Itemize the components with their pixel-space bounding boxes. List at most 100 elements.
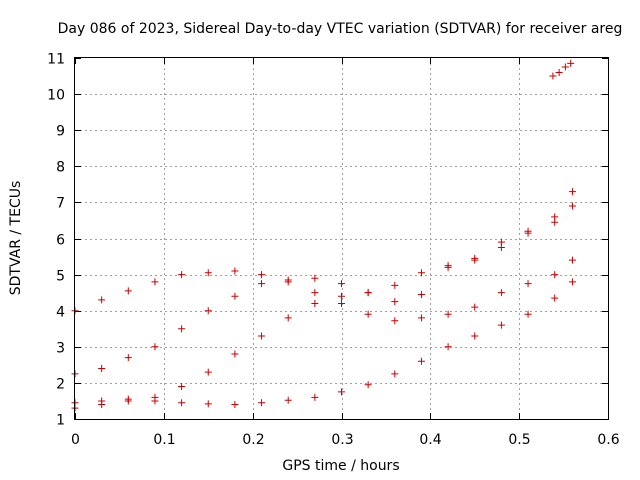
data-point: [391, 370, 399, 378]
y-tick-label: 6: [56, 233, 65, 249]
data-point: [258, 399, 266, 407]
data-point: [551, 218, 559, 226]
data-point: [98, 364, 106, 372]
data-point: [151, 278, 159, 286]
y-tick-label: 5: [56, 269, 65, 285]
data-point: [258, 332, 266, 340]
y-tick-label: 2: [56, 377, 65, 393]
data-point: [178, 399, 186, 407]
data-point: [231, 401, 239, 409]
data-point: [338, 292, 345, 300]
data-point: [204, 368, 212, 376]
data-point: [471, 332, 479, 340]
data-point: [151, 397, 159, 405]
data-point: [284, 396, 292, 404]
data-point: [338, 280, 345, 288]
data-point: [311, 299, 319, 307]
data-point: [178, 271, 186, 279]
x-tick-label: 0.4: [419, 432, 441, 448]
y-tick-label: 4: [56, 305, 65, 321]
data-point: [311, 393, 319, 401]
data-point: [444, 262, 452, 270]
data-point: [391, 298, 399, 306]
data-point: [231, 292, 239, 300]
data-point: [497, 244, 505, 252]
data-point: [364, 289, 372, 297]
data-point: [568, 256, 576, 264]
data-point: [98, 397, 106, 405]
data-point: [444, 343, 452, 351]
data-point: [338, 299, 345, 307]
data-series: [71, 59, 576, 412]
data-point: [311, 274, 319, 282]
data-point: [567, 59, 575, 67]
data-point: [204, 307, 212, 315]
x-tick-label: 0.6: [597, 432, 619, 448]
data-point: [258, 271, 266, 279]
data-point: [417, 290, 425, 298]
data-point: [471, 303, 479, 311]
data-point: [497, 289, 505, 297]
data-point: [549, 72, 557, 80]
data-point: [568, 278, 576, 286]
data-point: [391, 281, 399, 289]
data-point: [417, 269, 425, 277]
y-tick-label: 9: [56, 124, 65, 140]
y-tick-label: 1: [56, 413, 65, 429]
data-point: [524, 310, 532, 318]
data-point: [124, 395, 132, 403]
data-point: [555, 68, 563, 76]
data-point: [284, 276, 292, 284]
x-tick-label: 0.3: [331, 432, 353, 448]
x-tick-label: 0.2: [242, 432, 264, 448]
y-tick-label: 3: [56, 341, 65, 357]
data-point: [124, 354, 132, 362]
data-point: [204, 269, 212, 277]
data-point: [568, 202, 576, 210]
data-point: [231, 267, 239, 275]
y-tick-label: 11: [47, 52, 65, 68]
x-tick-label: 0.5: [508, 432, 530, 448]
data-point: [178, 383, 186, 391]
data-point: [151, 343, 159, 351]
series-satellite-a: [71, 256, 576, 325]
data-point: [444, 310, 452, 318]
data-point: [258, 280, 266, 288]
data-point: [204, 400, 212, 408]
data-point: [551, 294, 559, 302]
plot-frame: [74, 57, 609, 420]
data-point: [524, 280, 532, 288]
data-point: [524, 229, 532, 237]
data-point: [178, 325, 186, 333]
series-satellite-c: [71, 202, 576, 412]
x-axis-label: GPS time / hours: [282, 458, 399, 474]
data-point: [391, 317, 399, 325]
y-tick-labels: 1 2 3 4 5 6 7 8 9 10 11: [47, 52, 65, 429]
data-point: [561, 63, 569, 71]
x-tick-label: 0.1: [153, 432, 175, 448]
series-satellite-b: [71, 188, 576, 378]
data-point: [497, 321, 505, 329]
data-point: [417, 314, 425, 322]
data-point: [124, 287, 132, 295]
x-tick-labels: 0 0.1 0.2 0.3 0.4 0.5 0.6: [71, 432, 620, 448]
series-satellite-d: [71, 278, 576, 409]
data-point: [364, 381, 372, 389]
chart-title: Day 086 of 2023, Sidereal Day-to-day VTE…: [58, 21, 623, 37]
data-point: [311, 289, 319, 297]
axis-ticks: [75, 58, 609, 420]
y-axis-label: SDTVAR / TECUs: [8, 181, 24, 296]
grid: [75, 58, 608, 419]
y-tick-label: 10: [47, 88, 65, 104]
x-tick-label: 0: [71, 432, 80, 448]
data-point: [551, 271, 559, 279]
data-point: [231, 350, 239, 358]
y-tick-label: 8: [56, 160, 65, 176]
data-point: [284, 314, 292, 322]
data-point: [568, 188, 576, 196]
data-point: [471, 256, 479, 264]
series-satellite-e: [549, 59, 575, 80]
y-tick-label: 7: [56, 196, 65, 212]
data-point: [98, 296, 106, 304]
